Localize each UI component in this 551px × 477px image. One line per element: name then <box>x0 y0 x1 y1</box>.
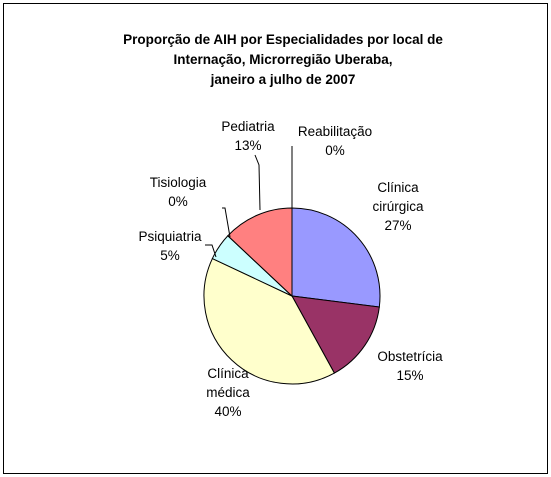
value-label: 0% <box>168 194 188 209</box>
value-label: 40% <box>214 404 242 419</box>
value-label: 27% <box>384 218 412 233</box>
chart-title: Proporção de AIH por Especialidades por … <box>30 30 536 90</box>
category-label: Tisiologia <box>149 175 207 190</box>
data-label: Psiquiatria 5% <box>125 227 215 265</box>
category-label: Clínica cirúrgica <box>372 180 424 214</box>
title-line: Internação, Microrregião Uberaba, <box>173 52 393 67</box>
category-label: Reabilitação <box>297 124 373 139</box>
leader-line <box>205 244 217 258</box>
data-label: Obstetrícia 15% <box>365 347 455 385</box>
pie-slice <box>203 257 336 385</box>
pie-slice <box>291 207 381 308</box>
category-label: Obstetrícia <box>377 349 443 364</box>
data-label: Reabilitação 0% <box>290 122 380 160</box>
data-label: Pediatria 13% <box>200 117 296 155</box>
value-label: 15% <box>396 368 424 383</box>
data-label: Clínica médica 40% <box>190 364 266 421</box>
category-label: Pediatria <box>221 119 275 134</box>
leader-line <box>254 154 261 211</box>
category-label: Clínica médica <box>206 366 250 400</box>
data-label: Clínica cirúrgica 27% <box>358 178 438 235</box>
value-label: 0% <box>325 143 345 158</box>
value-label: 5% <box>160 248 180 263</box>
pie-slice <box>291 295 380 374</box>
category-label: Psiquiatria <box>138 229 202 244</box>
title-line: janeiro a julho de 2007 <box>210 72 356 87</box>
leader-line <box>222 207 231 238</box>
value-label: 13% <box>234 138 262 153</box>
chart-border <box>3 3 548 474</box>
data-label: Tisiologia 0% <box>130 173 226 211</box>
title-line: Proporção de AIH por Especialidades por … <box>123 32 443 47</box>
